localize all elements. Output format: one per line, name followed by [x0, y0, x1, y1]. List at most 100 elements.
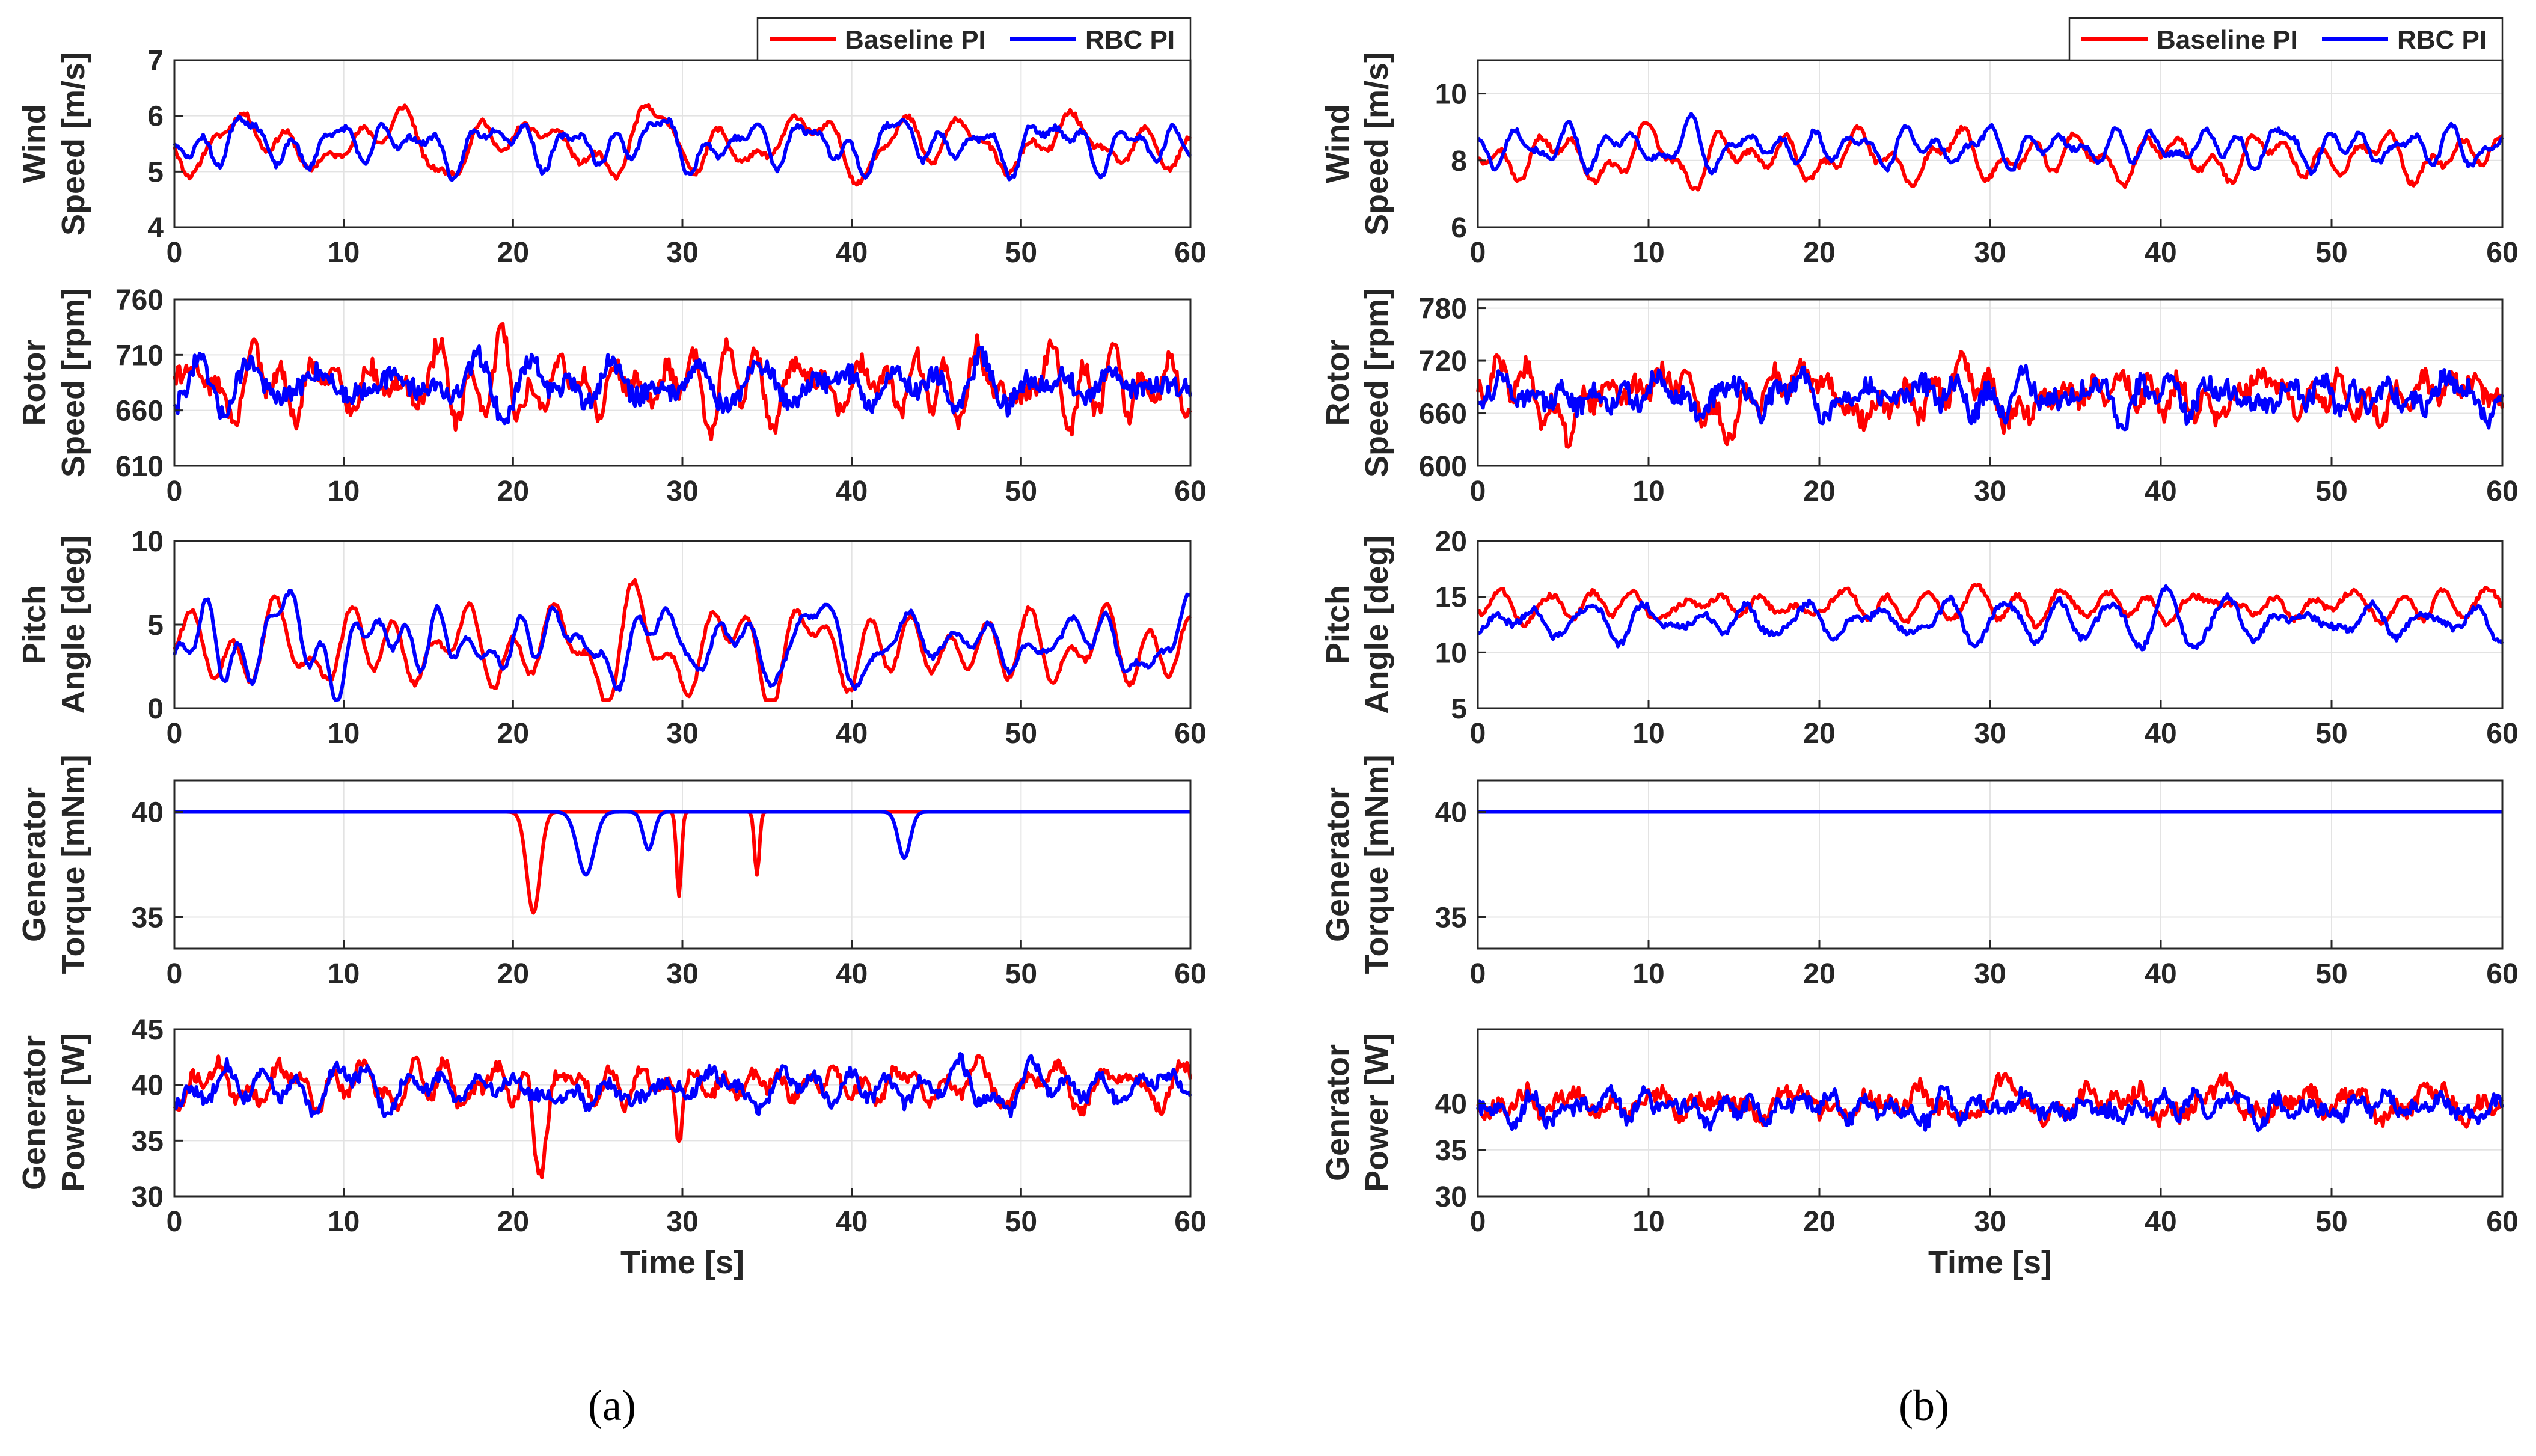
y-tick-label: 780 [1419, 293, 1467, 325]
x-tick-label: 10 [1632, 1206, 1664, 1238]
x-tick-label: 60 [1174, 718, 1206, 750]
x-tick-label: 60 [2486, 958, 2518, 990]
x-axis-label: Time [s] [1928, 1244, 2052, 1280]
y-tick-label: 0 [147, 693, 164, 725]
x-tick-label: 0 [167, 958, 183, 990]
x-tick-label: 20 [497, 718, 529, 750]
x-tick-label: 60 [2486, 476, 2518, 507]
y-tick-label: 40 [1435, 797, 1467, 829]
x-tick-label: 20 [1803, 237, 1835, 269]
subplot-rotor: 0 10 20 30 40 50 60 610 660 710 760 Rotor Speed [rpm… [16, 284, 1207, 507]
x-tick-label: 30 [666, 476, 698, 507]
x-tick-label: 0 [1470, 958, 1486, 990]
y-tick-label: 710 [115, 340, 164, 372]
y-axis-label: Wind [16, 104, 52, 183]
x-tick-label: 30 [666, 1206, 698, 1238]
x-tick-label: 30 [1974, 1206, 2006, 1238]
x-tick-label: 40 [836, 718, 868, 750]
y-axis-label: Speed [rpm] [55, 288, 91, 477]
series-line-rbc-pi [173, 114, 1192, 182]
x-tick-label: 0 [1470, 237, 1486, 269]
x-tick-label: 20 [497, 958, 529, 990]
series-line-baseline-pi [1477, 121, 2504, 192]
x-tick-label: 50 [2315, 476, 2347, 507]
y-axis-label: Rotor [1320, 340, 1356, 426]
x-tick-label: 60 [2486, 1206, 2518, 1238]
y-axis-label: Pitch [1320, 585, 1356, 664]
y-tick-label: 45 [132, 1014, 164, 1046]
legend-label-rbc-pi: RBC PI [1085, 25, 1175, 55]
y-axis-label: Torque [mNm] [1359, 755, 1395, 974]
x-tick-label: 60 [2486, 718, 2518, 750]
x-tick-label: 50 [1005, 237, 1037, 269]
legend-label-rbc-pi: RBC PI [2397, 25, 2487, 55]
y-tick-label: 10 [1435, 79, 1467, 111]
x-tick-label: 60 [1174, 476, 1206, 507]
x-tick-label: 30 [1974, 718, 2006, 750]
x-tick-label: 30 [666, 958, 698, 990]
series-line-baseline-pi [1476, 349, 2504, 449]
y-tick-label: 610 [115, 451, 164, 483]
x-tick-label: 10 [328, 718, 360, 750]
x-tick-label: 20 [497, 476, 529, 507]
subplot-power: 0 10 20 30 40 50 60 30 35 40 45 Generator Power [W] [16, 1014, 1207, 1238]
y-tick-label: 720 [1419, 346, 1467, 378]
y-tick-label: 10 [1435, 637, 1467, 669]
legend: Baseline PI RBC PI [756, 17, 1192, 61]
x-tick-label: 10 [1632, 237, 1664, 269]
subplot-torque: 0 10 20 30 40 50 60 35 40 Generator Torque [mNm] [1320, 755, 2519, 990]
y-tick-label: 4 [147, 212, 164, 244]
x-tick-label: 20 [1803, 958, 1835, 990]
y-axis-label: Wind [1320, 104, 1356, 183]
caption-b: (b) [1899, 1381, 1949, 1430]
series-line-rbc-pi [1476, 112, 2504, 176]
series-line-rbc-pi [174, 810, 1191, 877]
x-tick-label: 10 [1632, 958, 1664, 990]
y-axis-label: Generator [16, 787, 52, 942]
y-axis-label: Generator [16, 1035, 52, 1190]
x-tick-label: 0 [1470, 476, 1486, 507]
y-tick-label: 35 [132, 1125, 164, 1157]
series-line-rbc-pi [173, 1052, 1192, 1118]
x-tick-label: 60 [1174, 237, 1206, 269]
y-tick-label: 7 [147, 45, 164, 77]
x-tick-label: 30 [666, 237, 698, 269]
x-tick-label: 40 [2145, 958, 2176, 990]
series-line-rbc-pi [1477, 364, 2504, 432]
x-tick-label: 50 [2315, 958, 2347, 990]
x-tick-label: 40 [2145, 237, 2176, 269]
x-tick-label: 10 [328, 958, 360, 990]
x-tick-label: 40 [836, 237, 868, 269]
y-tick-label: 30 [132, 1181, 164, 1213]
x-tick-label: 0 [167, 476, 183, 507]
x-tick-label: 20 [497, 237, 529, 269]
series-line-rbc-pi [1477, 584, 2504, 652]
subplot-torque: 0 10 20 30 40 50 60 35 40 Generator Torque [mNm] [16, 755, 1207, 990]
y-tick-label: 660 [1419, 399, 1467, 430]
x-tick-label: 20 [1803, 1206, 1835, 1238]
y-tick-label: 6 [147, 101, 164, 133]
x-tick-label: 0 [1470, 1206, 1486, 1238]
y-axis-label: Angle [deg] [55, 536, 91, 714]
x-tick-label: 40 [836, 1206, 868, 1238]
x-tick-label: 0 [167, 237, 183, 269]
x-tick-label: 40 [836, 958, 868, 990]
subplot-rotor: 0 10 20 30 40 50 60 600 660 720 780 Rotor Speed [rpm… [1320, 288, 2519, 507]
series-line-rbc-pi [1476, 1084, 2504, 1133]
x-tick-label: 10 [1632, 718, 1664, 750]
x-tick-label: 60 [1174, 1206, 1206, 1238]
x-tick-label: 50 [1005, 718, 1037, 750]
x-tick-label: 0 [167, 718, 183, 750]
y-tick-label: 40 [1435, 1089, 1467, 1121]
y-axis-label: Genrator [1320, 1044, 1356, 1181]
x-tick-label: 50 [2315, 718, 2347, 750]
y-axis-label: Pitch [16, 585, 52, 664]
legend-label-baseline-pi: Baseline PI [2157, 25, 2298, 55]
y-tick-label: 8 [1451, 145, 1467, 177]
x-tick-label: 20 [497, 1206, 529, 1238]
x-tick-label: 30 [1974, 476, 2006, 507]
legend: Baseline PI RBC PI [2068, 17, 2504, 61]
